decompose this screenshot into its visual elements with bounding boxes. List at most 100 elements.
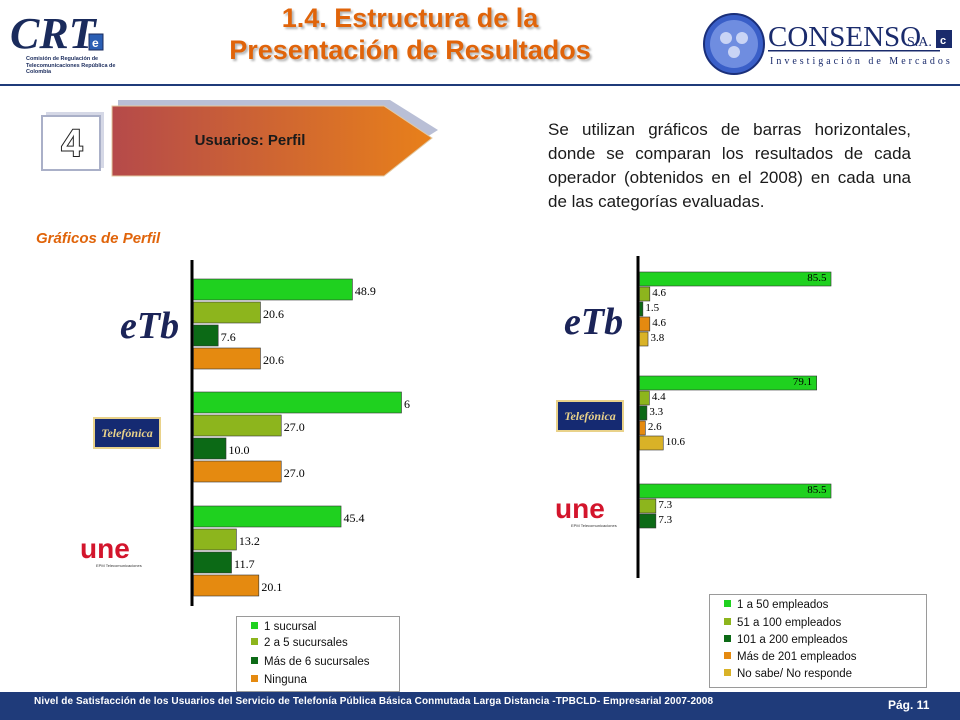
bar-chart1-1-3 (193, 460, 282, 483)
legend-label: 51 a 100 empleados (737, 617, 842, 629)
legend-item: 1 a 50 empleados (724, 598, 828, 612)
page-title: 1.4. Estructura de la Presentación de Re… (140, 2, 680, 66)
bar-chart1-2-1 (193, 528, 237, 551)
legend-item: Más de 6 sucursales (251, 655, 369, 669)
bar-chart2-0-1 (639, 286, 651, 302)
svg-text:e: e (92, 36, 99, 50)
data-label: 7.3 (658, 499, 672, 511)
footer-text: Nivel de Satisfacción de los Usuarios de… (34, 696, 714, 707)
legend-item: 2 a 5 sucursales (251, 636, 348, 650)
legend-label: Ninguna (264, 674, 307, 686)
bar-chart1-1-0 (193, 391, 402, 414)
consenso-logo: CONSENSO S.A. Investigación de Mercados … (700, 8, 955, 78)
une-logo-subtitle: EPM Telecomunicaciones (571, 523, 617, 528)
legend-swatch (724, 600, 731, 607)
data-label: 85.5 (807, 484, 827, 496)
bar-chart2-2-0 (639, 483, 832, 499)
legend-label: 1 a 50 empleados (737, 599, 829, 611)
header-divider (0, 84, 960, 86)
legend-item: Más de 201 empleados (724, 650, 857, 664)
bar-chart1-1-2 (193, 437, 227, 460)
bar-chart2-1-3 (639, 420, 646, 436)
page-title-line1: 1.4. Estructura de la (281, 3, 539, 33)
legend-label: 1 sucursal (264, 621, 317, 633)
data-label: 20.1 (261, 580, 282, 594)
legend-label: Más de 201 empleados (737, 651, 857, 663)
data-label: 48.9 (355, 284, 376, 298)
legend-label: No sabe/ No responde (737, 668, 853, 680)
legend-empleados: 1 a 50 empleados 51 a 100 empleados 101 … (709, 594, 927, 688)
consenso-suffix: S.A. (907, 35, 932, 50)
etb-logo: eTb (562, 296, 624, 346)
data-label: 4.6 (652, 317, 666, 329)
une-logo: une EPM Telecomunicaciones (553, 493, 637, 530)
data-label: 2.6 (648, 421, 662, 433)
consenso-name: CONSENSO (768, 21, 921, 53)
step-number-text: 4 (61, 123, 82, 165)
bar-chart1-0-3 (193, 347, 261, 370)
legend-item: 1 sucursal (251, 620, 316, 634)
page-number: Pág. 11 (888, 698, 930, 712)
bar-chart2-1-0 (639, 375, 817, 391)
data-label: 64.0 (404, 397, 410, 411)
data-label: 45.4 (344, 511, 365, 525)
data-label: 85.5 (807, 272, 827, 284)
une-logo-text: une (555, 496, 605, 524)
section-title: Gráficos de Perfil (36, 230, 161, 247)
legend-swatch (724, 635, 731, 642)
crt-logo: CRT e (6, 4, 118, 78)
bar-chart2-0-2 (639, 301, 644, 317)
legend-swatch (251, 622, 258, 629)
data-label: 1.5 (645, 302, 659, 314)
data-label: 20.6 (263, 307, 284, 321)
legend-swatch (251, 657, 258, 664)
bar-chart2-1-2 (639, 405, 648, 421)
legend-item: 101 a 200 empleados (724, 633, 848, 647)
step-banner (40, 98, 450, 184)
telefonica-logo-text: Telefónica (101, 426, 153, 440)
bar-chart2-1-4 (639, 435, 664, 451)
crt-subtitle: Comisión de Regulación de Telecomunicaci… (26, 56, 116, 75)
legend-swatch (724, 669, 731, 676)
bar-chart1-2-0 (193, 505, 342, 528)
etb-logo-text: eTb (120, 305, 179, 347)
bar-chart2-1-1 (639, 390, 650, 406)
bar-chart2-0-4 (639, 331, 649, 347)
data-label: 27.0 (284, 466, 305, 480)
legend-item: No sabe/ No responde (724, 667, 852, 681)
une-logo-subtitle: EPM Telecomunicaciones (96, 563, 142, 568)
data-label: 3.3 (649, 406, 663, 418)
legend-label: Más de 6 sucursales (264, 656, 370, 668)
data-label: 4.4 (652, 391, 666, 403)
bar-chart1-0-2 (193, 324, 219, 347)
data-label: 10.6 (666, 436, 686, 448)
consenso-tagline: Investigación de Mercados (770, 56, 953, 67)
legend-item: Ninguna (251, 673, 307, 687)
une-logo-text: une (80, 536, 130, 564)
bar-chart1-0-1 (193, 301, 261, 324)
bar-chart1-2-2 (193, 551, 232, 574)
footer-bar (0, 692, 960, 720)
chart-sucursales: 48.9 20.6 7.6 20.6 64.0 27.0 10.0 27.0 45.4 13.2 1… (190, 260, 410, 606)
data-label: 3.8 (651, 332, 665, 344)
legend-swatch (724, 618, 731, 625)
etb-logo-text: eTb (564, 301, 623, 343)
crt-logo-text: CRT (10, 9, 98, 58)
bar-chart2-0-3 (639, 316, 651, 332)
chart-empleados: 85.5 4.6 1.5 4.6 3.8 79.1 4.4 3.3 2.6 10.6 85.5 7.3… (636, 256, 832, 578)
telefonica-logo: Telefónica (93, 417, 161, 449)
data-label: 79.1 (793, 376, 812, 388)
description-text: Se utilizan gráficos de barras horizonta… (548, 120, 911, 211)
legend-sucursales: 1 sucursal 2 a 5 sucursales Más de 6 suc… (236, 616, 400, 692)
data-label: 11.7 (234, 557, 255, 571)
bar-chart1-2-3 (193, 574, 260, 597)
data-label: 4.6 (652, 287, 666, 299)
bar-chart2-2-1 (639, 498, 657, 514)
step-label: Usuarios: Perfil (194, 132, 306, 149)
legend-swatch (724, 652, 731, 659)
data-label: 10.0 (229, 443, 250, 457)
svg-text:c: c (940, 35, 946, 47)
bar-chart2-0-0 (639, 271, 832, 287)
data-label: 13.2 (239, 534, 260, 548)
bar-chart1-0-0 (193, 278, 353, 301)
